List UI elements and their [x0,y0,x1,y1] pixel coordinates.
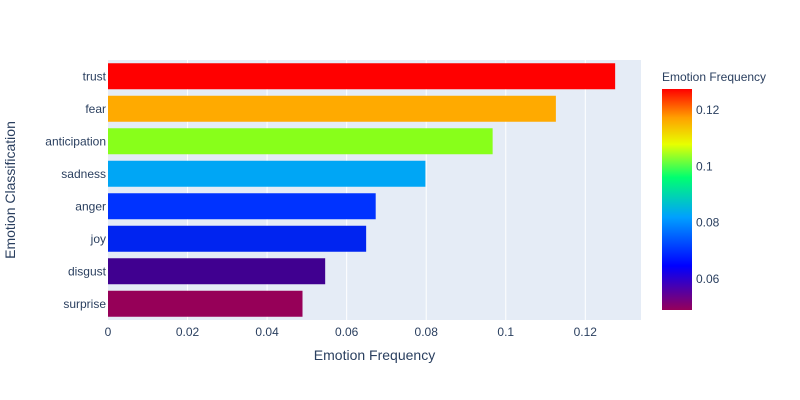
colorbar-tick-label: 0.12 [696,103,720,117]
x-tick-label: 0.1 [497,325,514,339]
y-tick-label: anger [75,199,106,213]
y-tick-label: anticipation [45,134,106,148]
x-tick-label: 0 [105,325,112,339]
y-tick-label: disgust [68,264,107,278]
bars [108,63,616,317]
bar-anticipation [108,128,493,155]
y-tick-label: joy [90,232,106,246]
colorbar-tick-labels: 0.06 0.08 0.1 0.12 [696,103,720,286]
x-axis-title: Emotion Frequency [314,347,435,363]
colorbar: Emotion Frequency 0.06 0.08 0.1 0.12 [662,70,766,310]
y-tick-label: trust [83,69,107,83]
y-tick-label: sadness [61,167,106,181]
bar-sadness [108,160,426,187]
colorbar-title: Emotion Frequency [662,70,766,84]
x-tick-label: 0.04 [255,325,279,339]
colorbar-tick-label: 0.06 [696,272,720,286]
bar-joy [108,225,367,252]
bar-trust [108,63,616,90]
bar-disgust [108,258,326,285]
colorbar-gradient [662,89,692,310]
x-axis-tick-labels: 0 0.02 0.04 0.06 0.08 0.1 0.12 [105,325,598,339]
x-tick-label: 0.08 [415,325,439,339]
x-tick-label: 0.02 [176,325,200,339]
bar-anger [108,193,376,220]
y-tick-label: fear [85,102,106,116]
bar-fear [108,95,556,122]
colorbar-tick-label: 0.08 [696,216,720,230]
colorbar-tick-label: 0.1 [696,159,713,173]
x-tick-label: 0.12 [574,325,598,339]
y-tick-label: surprise [63,297,106,311]
y-axis-title: Emotion Classification [2,121,18,259]
x-tick-label: 0.06 [335,325,359,339]
y-axis-tick-labels: trust fear anticipation sadness anger joy disg… [45,69,106,311]
bar-surprise [108,290,303,317]
